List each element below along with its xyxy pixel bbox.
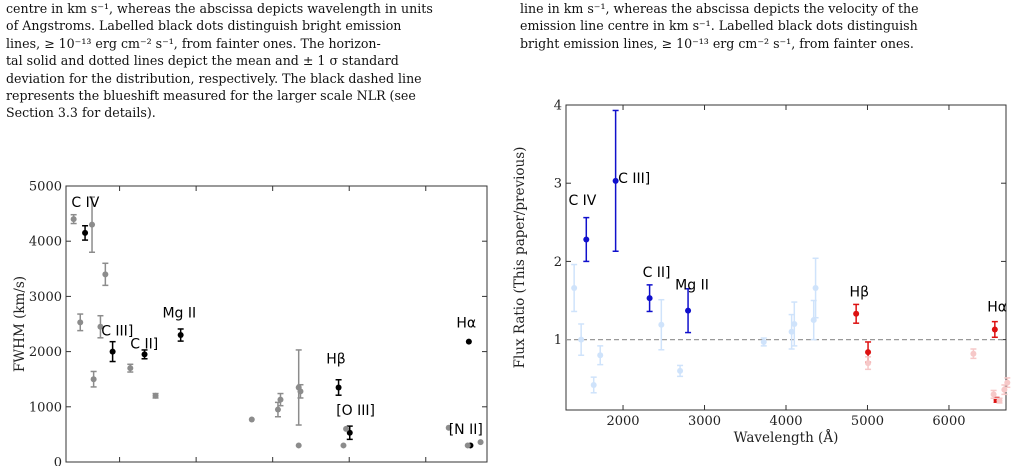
data-point — [612, 177, 619, 184]
y-tick-label: 4000 — [29, 235, 62, 250]
data-point — [152, 392, 159, 399]
caption-line: of Angstroms. Labelled black dots distin… — [6, 18, 402, 34]
line-label: [O III] — [336, 403, 375, 419]
data-point — [335, 384, 342, 391]
data-point — [343, 425, 350, 432]
y-tick-label: 2000 — [29, 345, 62, 360]
data-point — [295, 442, 302, 449]
caption-line: centre in km s⁻¹, whereas the abscissa d… — [6, 1, 433, 16]
caption-line: tal solid and dotted lines depict the me… — [6, 53, 399, 69]
y-axis-label: FWHM (km/s) — [12, 276, 28, 372]
y-tick-label: 3000 — [29, 290, 62, 305]
line-label: Hβ — [326, 352, 345, 368]
data-point — [340, 442, 347, 449]
data-point — [788, 328, 795, 335]
data-point — [590, 381, 597, 388]
line-label: C II] — [643, 265, 671, 281]
data-point — [465, 338, 472, 345]
line-label: Hα — [987, 299, 1007, 315]
x-axis-label: Wavelength (Å) — [734, 430, 839, 446]
data-point — [810, 317, 817, 324]
line-label: [N II] — [449, 422, 483, 438]
y-tick-label: 1 — [554, 333, 562, 348]
line-label: Mg II — [675, 278, 709, 294]
plot-frame — [65, 185, 488, 463]
line-label: C II] — [130, 336, 158, 352]
data-point — [865, 360, 872, 367]
data-point — [1004, 379, 1011, 386]
fwhm-vs-wavelength-chart: 2000300040005000600001000200030004000500… — [12, 180, 488, 466]
data-point — [812, 285, 819, 291]
caption-line: lines, ≥ 10⁻¹³ erg cm⁻² s⁻¹, from fainte… — [6, 35, 381, 51]
caption-line: deviation for the distribution, respecti… — [6, 70, 422, 86]
x-tick-label: 5000 — [851, 414, 884, 429]
data-point — [578, 336, 585, 343]
data-point — [346, 429, 353, 436]
data-point — [274, 406, 281, 413]
data-point — [109, 348, 116, 355]
data-point — [477, 439, 484, 446]
data-point — [1001, 386, 1008, 393]
data-point — [685, 307, 692, 314]
x-tick-label: 4000 — [769, 414, 802, 429]
y-tick-label: 3 — [554, 177, 562, 192]
data-point — [464, 442, 471, 449]
data-point — [90, 376, 97, 383]
caption-line: emission line centre in km s⁻¹. Labelled… — [520, 18, 918, 34]
y-tick-label: 4 — [554, 99, 562, 114]
line-label: C III] — [101, 324, 133, 340]
line-label: Hα — [456, 315, 476, 331]
y-tick-label: 1000 — [29, 400, 62, 415]
figure-caption-right: line in km s⁻¹, whereas the abscissa dep… — [520, 0, 1016, 52]
data-point — [853, 310, 860, 317]
data-point — [177, 332, 184, 339]
data-point — [102, 271, 109, 278]
data-point — [760, 338, 767, 345]
data-point — [127, 365, 134, 372]
data-point — [248, 416, 255, 423]
caption-line: line in km s⁻¹, whereas the abscissa dep… — [520, 1, 919, 16]
line-label: C IV — [71, 195, 99, 211]
x-tick-label: 2000 — [606, 414, 639, 429]
y-tick-label: 0 — [54, 456, 62, 466]
flux-ratio-vs-wavelength-chart: 2000 3000 4000 5000 6000 1 2 3 4 Flux Ratio (This… — [512, 99, 1011, 446]
data-point — [658, 321, 665, 328]
line-label: C IV — [568, 193, 596, 209]
data-point — [141, 351, 148, 358]
y-tick-label: 5000 — [29, 180, 62, 195]
data-point — [583, 236, 590, 243]
y-axis-label: Flux Ratio (This paper/previous) — [512, 147, 528, 369]
data-point — [990, 391, 997, 398]
data-point — [991, 326, 998, 333]
caption-line: Section 3.3 for details). — [6, 105, 156, 121]
data-point — [445, 424, 452, 431]
data-point — [77, 319, 84, 326]
data-point — [646, 295, 653, 302]
data-point — [597, 352, 604, 359]
line-label: Hβ — [850, 285, 869, 301]
figure-caption-left: centre in km s⁻¹, whereas the abscissa d… — [6, 0, 502, 122]
line-label: Mg II — [162, 305, 196, 321]
line-label: C III] — [618, 171, 650, 187]
x-tick-label: 3000 — [688, 414, 721, 429]
data-point — [677, 367, 684, 374]
data-point — [82, 229, 89, 236]
caption-line: represents the blueshift measured for th… — [6, 88, 416, 104]
x-tick-label: 6000 — [932, 414, 965, 429]
data-point — [970, 350, 977, 357]
y-tick-label: 2 — [554, 255, 562, 270]
data-point — [865, 349, 872, 356]
data-point — [97, 323, 104, 330]
data-point — [996, 397, 1003, 404]
data-point — [297, 388, 304, 395]
caption-line: bright emission lines, ≥ 10⁻¹³ erg cm⁻² … — [520, 35, 914, 51]
data-point — [791, 320, 798, 327]
data-point — [571, 285, 578, 291]
data-point — [89, 221, 96, 228]
data-point — [70, 216, 77, 223]
plot-frame — [565, 104, 1007, 411]
data-point — [277, 396, 284, 403]
